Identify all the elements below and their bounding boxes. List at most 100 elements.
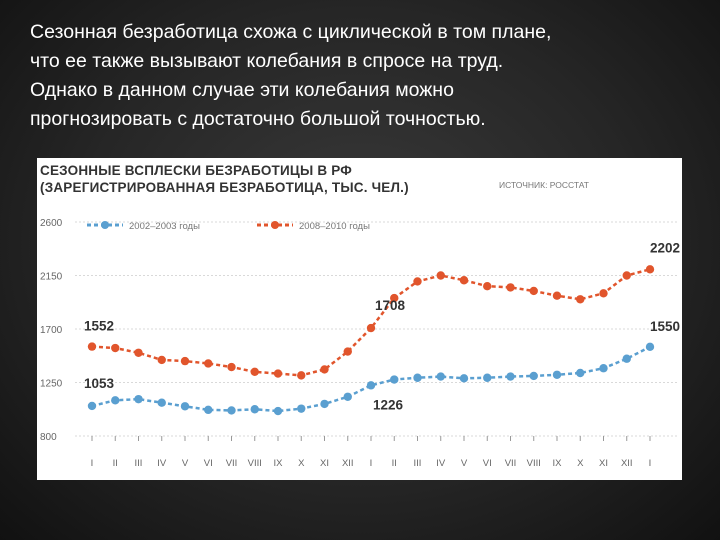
data-point [111,343,120,353]
chart-title: СЕЗОННЫЕ ВСПЛЕСКИ БЕЗРАБОТИЦЫ В РФ [40,163,352,178]
data-point [204,405,213,415]
x-tick-label: XI [599,458,608,469]
data-point [483,373,492,382]
data-label: 2202 [650,240,680,255]
data-point [576,368,585,378]
data-point [180,356,190,366]
data-point [87,401,97,411]
data-point [390,375,399,384]
data-point [529,371,538,381]
data-point [111,396,120,405]
data-label: 1053 [84,376,115,391]
chart-subtitle: (ЗАРЕГИСТРИРОВАННАЯ БЕЗРАБОТИЦА, ТЫС. ЧЕ… [40,180,409,195]
data-point [622,271,631,280]
chart-source: ИСТОЧНИК: РОССТАТ [499,180,589,190]
y-tick-label: 1250 [40,379,63,390]
data-point [413,277,422,286]
data-point [250,367,259,376]
data-point [134,394,143,404]
data-point [273,369,283,378]
data-point [436,372,445,381]
data-point [599,289,608,298]
x-tick-label: VII [505,458,517,469]
series-line [91,345,651,413]
data-point [506,283,515,292]
data-point [320,365,329,374]
data-point [87,342,97,351]
x-tick-label: IV [436,458,446,469]
x-tick-label: X [298,458,305,469]
data-point [297,371,306,380]
legend-marker [271,221,279,229]
data-point [645,342,655,352]
data-point [157,398,166,407]
data-point [227,362,236,372]
legend-label: 2002–2003 годы [129,221,200,232]
data-point [390,293,399,303]
data-point [459,374,469,383]
y-tick-label: 2600 [40,218,63,229]
series-line [91,268,651,377]
slide-text: Сезонная безработица схожа с циклической… [30,18,700,134]
slide-text-line: что ее также вызывают колебания в спросе… [30,50,504,72]
x-tick-label: I [370,458,373,469]
data-point [645,265,655,274]
x-tick-label: II [113,458,118,469]
legend-label: 2008–2010 годы [299,221,370,232]
y-tick-label: 800 [40,432,57,443]
data-point [366,381,376,390]
legend-marker [101,221,109,229]
data-point [576,295,585,304]
x-tick-label: III [414,458,422,469]
x-tick-label: IX [553,458,563,469]
x-tick-label: VII [226,458,238,469]
chart-panel: СЕЗОННЫЕ ВСПЛЕСКИ БЕЗРАБОТИЦЫ В РФ (ЗАРЕ… [37,158,682,480]
x-tick-label: XI [320,458,329,469]
x-tick-label: IV [157,458,167,469]
data-point [599,364,608,373]
data-point [529,286,538,296]
x-tick-label: I [91,458,94,469]
data-point [506,372,515,381]
x-tick-label: X [577,458,584,469]
data-point [459,276,469,285]
y-tick-label: 1700 [40,325,63,336]
x-tick-label: I [649,458,652,469]
data-point [483,282,492,291]
x-tick-label: VI [483,458,492,469]
data-point [552,370,562,379]
data-point [366,323,376,333]
data-label: 1550 [650,319,680,334]
x-tick-label: VI [204,458,213,469]
x-tick-label: II [392,458,397,469]
slide-text-line: прогнозировать с достаточно большой точн… [30,108,486,130]
x-tick-label: V [461,458,468,469]
x-tick-label: VIII [527,458,541,469]
x-tick-label: VIII [248,458,262,469]
data-point [320,399,329,409]
data-label: 1708 [375,298,406,313]
data-point [157,355,166,365]
data-point [250,405,259,414]
data-point [622,354,631,363]
x-tick-label: V [182,458,189,469]
data-label: 1552 [84,319,114,334]
data-label: 1226 [373,397,404,412]
data-point [343,392,352,401]
data-point [180,402,190,411]
data-point [134,348,143,357]
x-tick-label: IX [274,458,284,469]
data-point [273,406,283,416]
x-tick-label: III [135,458,143,469]
data-point [204,359,213,368]
data-point [297,404,306,413]
slide-text-line: Однако в данном случае эти колебания мож… [30,79,454,101]
y-tick-label: 2150 [40,272,63,283]
x-tick-label: XII [621,458,633,469]
data-point [227,406,236,415]
data-point [343,347,352,356]
chart-title-block: СЕЗОННЫЕ ВСПЛЕСКИ БЕЗРАБОТИЦЫ В РФ (ЗАРЕ… [40,162,409,196]
x-tick-label: XII [342,458,354,469]
data-point [552,291,562,300]
